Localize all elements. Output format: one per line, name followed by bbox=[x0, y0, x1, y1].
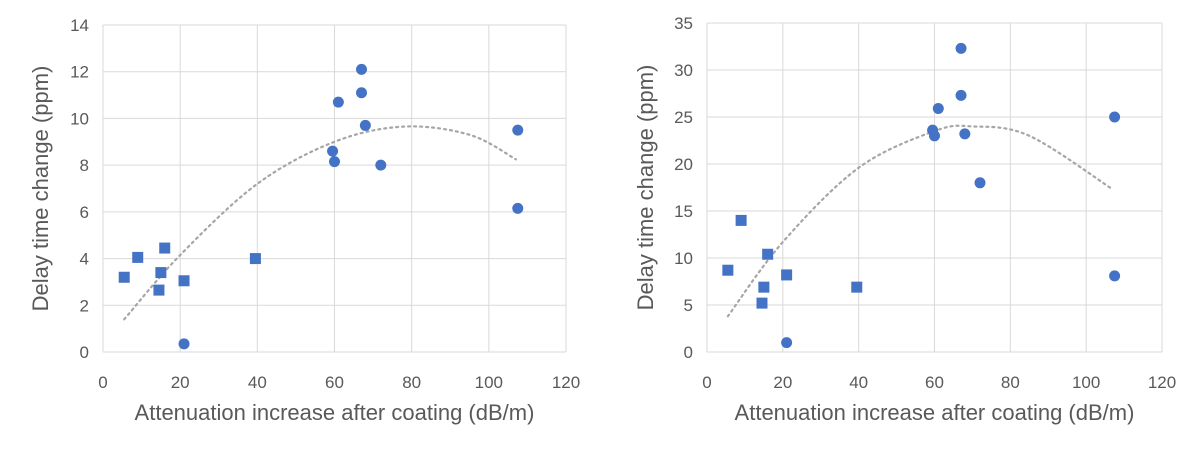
y-axis-title: Delay time change (ppm) bbox=[28, 66, 53, 312]
circle-point bbox=[955, 89, 967, 101]
chart-2: 0 5 10 15 20 25 30 35 0 20 40 60 80 100 120 Attenuation… bbox=[633, 14, 1176, 425]
square-point bbox=[756, 297, 768, 309]
x-tick-label: 0 bbox=[702, 373, 711, 392]
square-point bbox=[249, 253, 261, 265]
x-axis-title: Attenuation increase after coating (dB/m… bbox=[735, 400, 1135, 425]
square-point bbox=[762, 248, 774, 260]
x-tick-label: 20 bbox=[171, 373, 190, 392]
y-tick-label: 6 bbox=[80, 203, 89, 222]
y-tick-label: 10 bbox=[70, 109, 89, 128]
square-point bbox=[155, 267, 167, 279]
trendline bbox=[123, 125, 517, 321]
x-tick-label: 100 bbox=[1072, 373, 1100, 392]
circle-point bbox=[1109, 111, 1121, 123]
circle-point bbox=[356, 87, 368, 99]
y-tick-label: 10 bbox=[674, 249, 693, 268]
x-tick-label: 40 bbox=[849, 373, 868, 392]
x-tick-label: 100 bbox=[475, 373, 503, 392]
trendline bbox=[726, 124, 1114, 318]
circle-point bbox=[932, 103, 944, 115]
x-tick-label: 60 bbox=[925, 373, 944, 392]
circle-point bbox=[955, 42, 967, 54]
circle-point bbox=[974, 177, 986, 189]
square-point bbox=[132, 251, 144, 263]
circle-point bbox=[327, 145, 339, 157]
x-tick-label: 60 bbox=[325, 373, 344, 392]
circle-point bbox=[512, 124, 524, 136]
circle-point bbox=[959, 128, 971, 140]
square-point bbox=[851, 281, 863, 293]
square-point bbox=[722, 264, 734, 276]
circle-point bbox=[178, 338, 190, 350]
x-tick-label: 80 bbox=[402, 373, 421, 392]
y-tick-label: 8 bbox=[80, 156, 89, 175]
y-axis-title: Delay time change (ppm) bbox=[633, 65, 658, 311]
circle-point bbox=[375, 159, 387, 171]
circle-point bbox=[781, 337, 793, 349]
x-tick-label: 20 bbox=[773, 373, 792, 392]
y-tick-label: 0 bbox=[80, 343, 89, 362]
y-tick-label: 0 bbox=[684, 343, 693, 362]
square-point bbox=[758, 281, 770, 293]
square-point bbox=[159, 242, 171, 254]
y-tick-label: 5 bbox=[684, 296, 693, 315]
chart-1: 0 2 4 6 8 10 12 14 0 20 40 60 80 100 120 Attenuation in… bbox=[28, 16, 580, 425]
circle-point bbox=[1109, 270, 1121, 282]
square-point bbox=[735, 214, 747, 226]
x-tick-label: 120 bbox=[552, 373, 580, 392]
x-tick-label: 120 bbox=[1148, 373, 1176, 392]
square-point bbox=[781, 269, 793, 281]
square-point bbox=[118, 271, 130, 283]
x-tick-label: 40 bbox=[248, 373, 267, 392]
circle-point bbox=[329, 156, 340, 168]
y-tick-label: 14 bbox=[70, 16, 89, 35]
square-point bbox=[153, 284, 165, 296]
circle-point bbox=[356, 63, 368, 75]
circle-point bbox=[512, 202, 524, 214]
circle-point bbox=[332, 96, 344, 108]
x-tick-label: 0 bbox=[98, 373, 107, 392]
y-tick-label: 20 bbox=[674, 155, 693, 174]
x-axis-title: Attenuation increase after coating (dB/m… bbox=[135, 400, 535, 425]
y-tick-label: 15 bbox=[674, 202, 693, 221]
y-tick-label: 2 bbox=[80, 296, 89, 315]
y-tick-label: 4 bbox=[80, 250, 89, 269]
y-tick-label: 35 bbox=[674, 14, 693, 33]
circle-point bbox=[359, 119, 371, 131]
y-tick-label: 25 bbox=[674, 108, 693, 127]
circle-point bbox=[929, 130, 940, 142]
square-point bbox=[178, 275, 190, 287]
y-tick-label: 12 bbox=[70, 63, 89, 82]
y-tick-label: 30 bbox=[674, 61, 693, 80]
x-tick-label: 80 bbox=[1001, 373, 1020, 392]
